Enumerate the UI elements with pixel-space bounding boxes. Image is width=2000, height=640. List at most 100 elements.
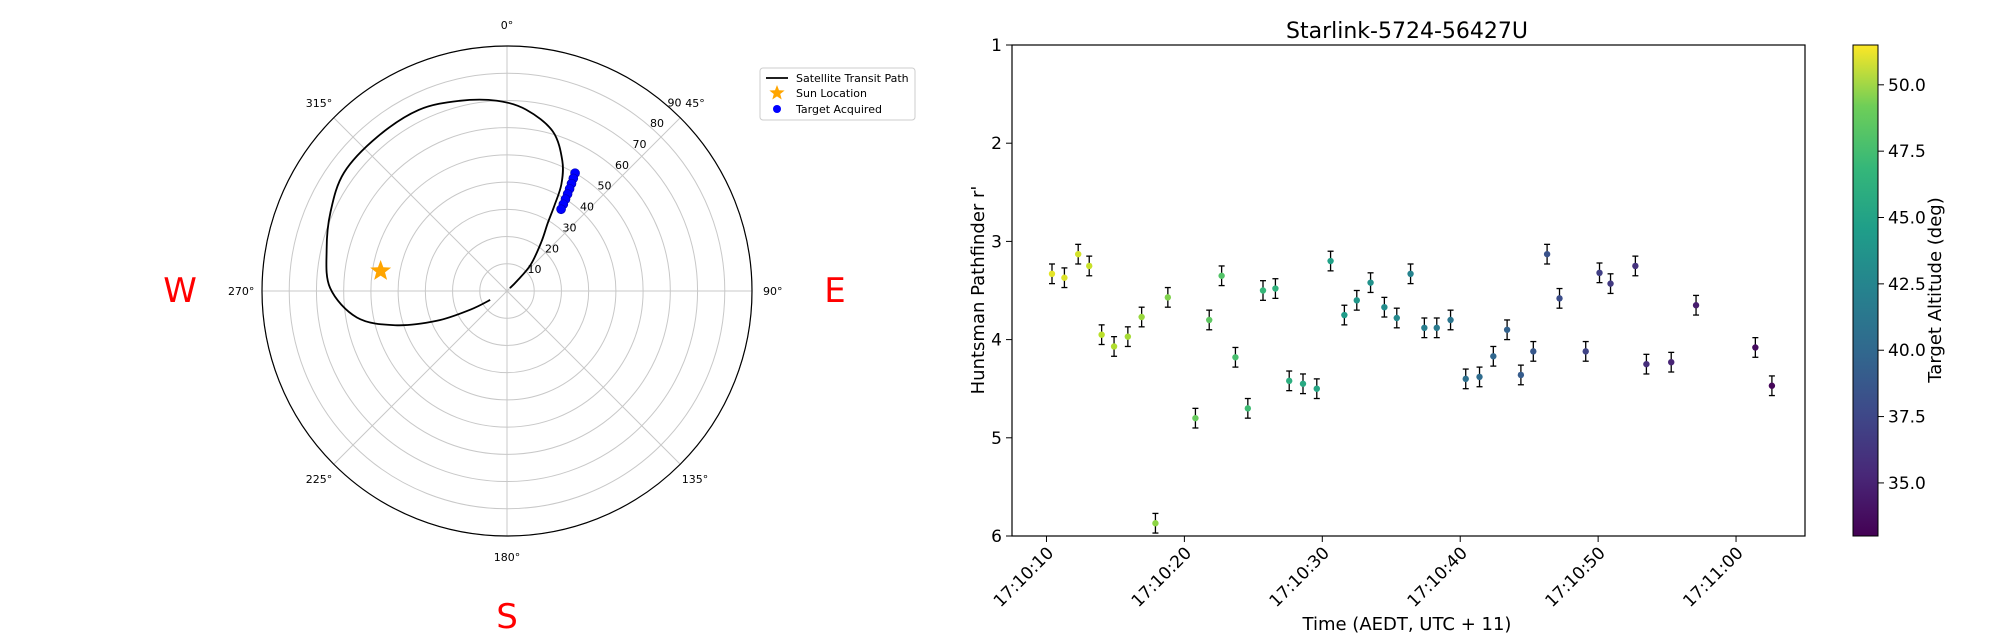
data-point-9	[1164, 294, 1172, 301]
polar-angle-label-0: 0°	[501, 19, 514, 32]
data-point-34	[1517, 371, 1525, 379]
data-point-41	[1632, 262, 1639, 270]
data-point-43	[1668, 358, 1675, 366]
legend-target-label: Target Acquired	[795, 103, 882, 116]
data-point-32	[1490, 353, 1497, 360]
polar-angle-label-180: 180°	[494, 551, 521, 564]
data-point-37	[1556, 295, 1563, 302]
x-tick-label-1: 17:10:20	[1128, 543, 1196, 611]
target-acquired-points	[556, 168, 580, 215]
colorbar-label: Target Altitude (deg)	[1925, 197, 1946, 383]
y-tick-label-6: 6	[991, 527, 1002, 547]
y-tick-label-3: 3	[991, 232, 1002, 252]
data-point-10	[1192, 414, 1199, 422]
colorbar-tick-label-1: 37.5	[1888, 408, 1926, 428]
data-point-1	[1061, 274, 1068, 281]
y-tick-label-4: 4	[991, 331, 1002, 351]
polar-angle-labels: 0° 45° 90° 135° 180° 225° 270° 315°	[228, 19, 783, 564]
y-tick-label-5: 5	[991, 429, 1002, 449]
legend-target-swatch	[773, 105, 781, 113]
target-point-7	[556, 204, 566, 215]
data-point-29	[1447, 316, 1454, 324]
data-point-42	[1643, 360, 1650, 368]
data-point-30	[1462, 375, 1469, 383]
sun-location-star	[370, 259, 392, 280]
polar-radial-label-40: 40	[580, 201, 594, 214]
data-point-45	[1752, 344, 1759, 351]
y-tick-label-1: 1	[991, 36, 1002, 56]
legend-sun-swatch	[769, 85, 785, 100]
polar-spoke-135	[506, 290, 681, 465]
data-point-44	[1692, 302, 1700, 309]
polar-radial-label-30: 30	[563, 221, 577, 234]
polar-angle-label-90: 90°	[763, 285, 783, 298]
polar-radial-label-80: 80	[650, 117, 664, 130]
polar-legend: Satellite Transit Path Sun Location Targ…	[759, 67, 916, 121]
data-point-40	[1607, 280, 1614, 287]
x-tick-label-5: 17:11:00	[1679, 543, 1747, 611]
compass-west-label: W	[163, 271, 197, 311]
compass-south-label: S	[496, 597, 518, 637]
data-point-24	[1381, 303, 1388, 311]
data-point-12	[1218, 272, 1225, 279]
colorbar-tick-label-6: 50.0	[1888, 76, 1926, 96]
data-point-36	[1543, 250, 1551, 258]
data-point-39	[1596, 269, 1603, 277]
polar-radial-label-60: 60	[615, 159, 629, 172]
x-tick-label-0: 17:10:10	[990, 543, 1058, 611]
data-point-20	[1327, 257, 1334, 265]
data-point-22	[1353, 297, 1360, 304]
data-point-33	[1503, 326, 1511, 333]
data-point-28	[1433, 324, 1440, 332]
scatter-points	[1048, 243, 1776, 534]
data-point-6	[1124, 333, 1132, 340]
colorbar-tick-label-5: 47.5	[1888, 142, 1926, 162]
polar-grid	[261, 45, 753, 537]
legend-box	[759, 67, 916, 121]
polar-radial-label-10: 10	[528, 263, 542, 276]
data-point-14	[1244, 405, 1252, 412]
polar-angle-label-45: 45°	[685, 97, 705, 110]
legend-sun-label: Sun Location	[796, 87, 867, 100]
colorbar-tick-label-3: 42.5	[1888, 275, 1926, 295]
data-point-4	[1098, 331, 1105, 338]
data-point-21	[1341, 311, 1348, 319]
polar-angle-label-315: 315°	[306, 97, 333, 110]
data-point-3	[1086, 262, 1093, 270]
polar-radial-label-50: 50	[598, 180, 612, 193]
data-point-19	[1313, 385, 1320, 392]
data-point-16	[1272, 285, 1279, 292]
data-point-46	[1768, 382, 1776, 389]
polar-angle-label-270: 270°	[228, 285, 255, 298]
data-point-13	[1232, 354, 1239, 361]
data-point-15	[1259, 287, 1267, 294]
compass-east-label: E	[824, 271, 845, 311]
satellite-transit-path	[325, 98, 564, 327]
polar-spoke-225	[333, 290, 508, 465]
x-tick-label-3: 17:10:40	[1404, 543, 1472, 611]
data-point-5	[1110, 343, 1118, 350]
y-tick-label-2: 2	[991, 134, 1002, 154]
data-point-7	[1138, 313, 1145, 321]
data-point-0	[1048, 270, 1056, 278]
legend-path-label: Satellite Transit Path	[796, 72, 909, 85]
data-point-26	[1407, 270, 1414, 278]
x-axis-ticks: 17:10:10 17:10:20 17:10:30 17:10:40 17:10:50…	[990, 536, 1748, 612]
polar-spoke-315	[333, 117, 508, 292]
colorbar-tick-label-4: 45.0	[1888, 209, 1926, 229]
x-axis-label: Time (AEDT, UTC + 11)	[1302, 614, 1512, 635]
data-point-25	[1393, 314, 1400, 322]
polar-radial-label-20: 20	[545, 242, 559, 255]
x-tick-label-4: 17:10:50	[1542, 543, 1610, 611]
y-axis-label: Huntsman Pathfinder r'	[968, 186, 989, 395]
data-point-18	[1299, 380, 1307, 387]
y-axis-ticks: 1 2 3 4 5 6	[991, 36, 1012, 547]
polar-outer-frame	[261, 45, 753, 537]
polar-radial-label-70: 70	[633, 138, 647, 151]
colorbar-tick-label-2: 40.0	[1888, 341, 1926, 361]
polar-angle-label-225: 225°	[306, 473, 333, 486]
data-point-11	[1206, 316, 1213, 324]
